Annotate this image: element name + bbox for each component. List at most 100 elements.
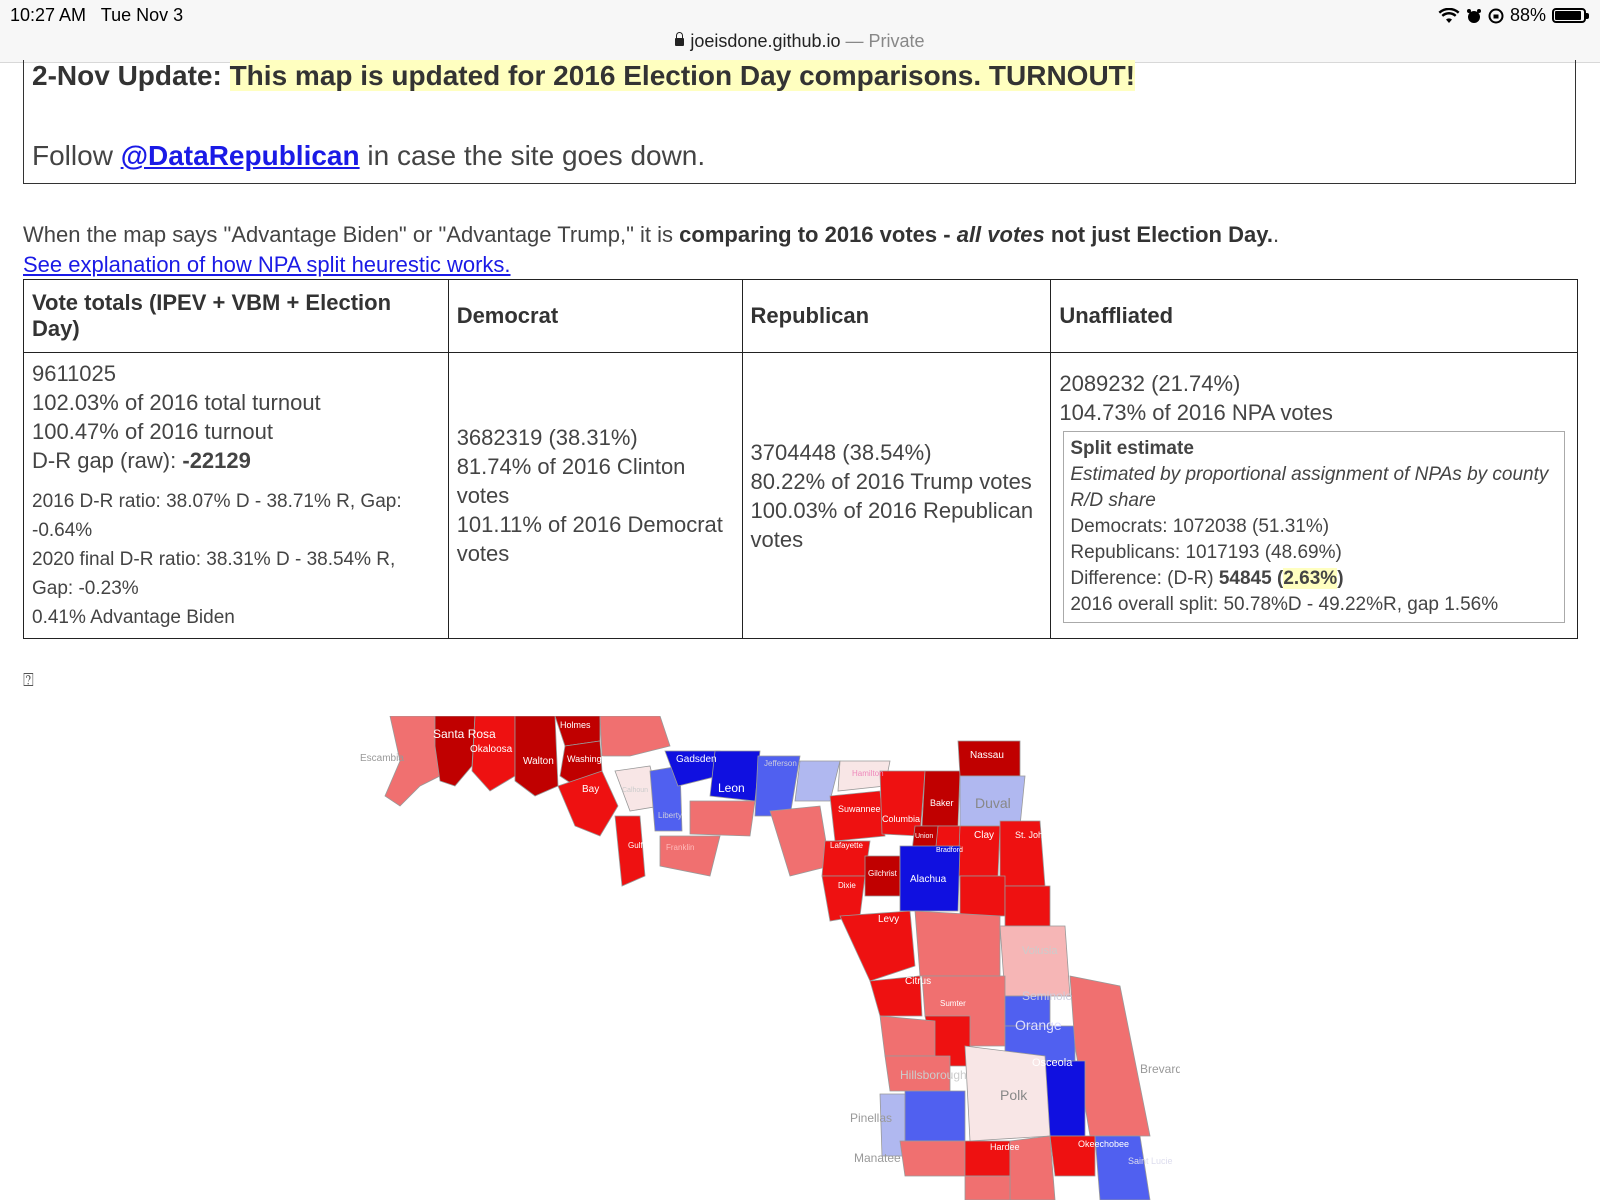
county-label: Leon — [718, 781, 745, 795]
status-time: 10:27 AM Tue Nov 3 — [10, 5, 184, 25]
rotation-lock-icon — [1488, 8, 1504, 23]
county-label: Clay — [974, 830, 994, 841]
broken-image-icon: ⍰ — [23, 670, 34, 690]
npa-explanation-link[interactable]: See explanation of how NPA split heurest… — [23, 252, 511, 277]
header-republican: Republican — [741, 279, 1052, 353]
county-taylor[interactable] — [769, 805, 831, 877]
gap-value: -22129 — [182, 448, 251, 473]
county-label: Dixie — [838, 881, 856, 890]
county-label: Santa Rosa — [433, 727, 496, 741]
address-bar[interactable]: joeisdone.github.io — Private — [0, 31, 1600, 52]
table-header-row: Vote totals (IPEV + VBM + Election Day) … — [23, 279, 1578, 353]
totals-cell: 9611025 102.03% of 2016 total turnout 10… — [23, 352, 449, 639]
wifi-icon — [1438, 7, 1460, 23]
datarepublican-link[interactable]: @DataRepublican — [120, 140, 360, 171]
vote-totals-table: Vote totals (IPEV + VBM + Election Day) … — [23, 279, 1578, 639]
county-label: Franklin — [666, 843, 694, 852]
county-label: Hardee — [990, 1142, 1020, 1152]
county-label: Pinellas — [850, 1111, 892, 1125]
url-domain: joeisdone.github.io — [690, 31, 841, 51]
county-label: Gilchrist — [868, 869, 898, 878]
county-jackson[interactable] — [599, 716, 671, 757]
county-label: Volusia — [1022, 945, 1058, 957]
county-label: Holmes — [560, 720, 591, 730]
county-manatee[interactable] — [899, 1140, 966, 1177]
county-label: Brevard — [1140, 1062, 1180, 1076]
alarm-icon — [1466, 8, 1481, 23]
county-label: Calhoun — [622, 787, 648, 794]
header-vote-totals: Vote totals (IPEV + VBM + Election Day) — [23, 279, 449, 353]
explanation-text: When the map says "Advantage Biden" or "… — [23, 222, 1280, 247]
county-label: Duval — [975, 795, 1011, 811]
county-volusia[interactable] — [999, 925, 1071, 997]
county-label: Citrus — [905, 976, 931, 987]
split-estimate-box: Split estimate Estimated by proportional… — [1063, 430, 1565, 623]
republican-cell: 3704448 (38.54%) 80.22% of 2016 Trump vo… — [741, 352, 1052, 639]
battery-icon — [1552, 8, 1589, 23]
county-label: Union — [915, 833, 933, 840]
unaffiliated-cell: 2089232 (21.74%) 104.73% of 2016 NPA vot… — [1050, 352, 1578, 639]
private-label: — Private — [845, 31, 925, 51]
update-headline: 2-Nov Update: This map is updated for 20… — [32, 60, 1136, 91]
county-label: Sumter — [940, 999, 966, 1008]
county-label: Alachua — [910, 874, 947, 885]
democrat-cell: 3682319 (38.31%) 81.74% of 2016 Clinton … — [447, 352, 743, 639]
county-hernando[interactable] — [879, 1015, 936, 1057]
county-label: Gulf — [628, 841, 643, 850]
update-notice: 2-Nov Update: This map is updated for 20… — [23, 60, 1576, 184]
county-walton[interactable] — [514, 716, 559, 797]
county-label: Jefferson — [764, 759, 797, 768]
lock-icon — [675, 32, 685, 46]
county-label: Suwannee — [838, 804, 881, 814]
county-label: Saint Lucie — [1128, 1156, 1173, 1166]
county-label: Baker — [930, 798, 954, 808]
county-okeechobee[interactable] — [1049, 1135, 1096, 1177]
county-hillsborough[interactable] — [904, 1090, 966, 1142]
battery-percent: 88% — [1509, 5, 1546, 25]
county-suwannee[interactable] — [829, 790, 886, 842]
county-label: Hillsborough — [900, 1068, 967, 1082]
county-saint-lucie[interactable] — [1094, 1135, 1151, 1200]
county-label: Escambia — [360, 753, 404, 764]
county-label: Nassau — [970, 750, 1004, 761]
county-alachua[interactable] — [899, 845, 961, 912]
county-label: Columbia — [882, 814, 920, 824]
county-label: Levy — [878, 914, 899, 925]
county-bay[interactable] — [557, 770, 619, 837]
status-icons: 88% — [1438, 5, 1589, 26]
county-label: Bradford — [936, 847, 963, 854]
county-citrus[interactable] — [869, 975, 923, 1017]
county-label: Orange — [1015, 1017, 1062, 1033]
table-row: 9611025 102.03% of 2016 total turnout 10… — [23, 352, 1578, 639]
follow-line: Follow @DataRepublican in case the site … — [32, 140, 706, 171]
county-madison[interactable] — [794, 760, 841, 802]
florida-county-map[interactable]: Escambia Santa Rosa Okaloosa Walton Holmes Wa… — [360, 716, 1180, 1200]
county-label: Manatee — [854, 1151, 901, 1165]
status-bar: 10:27 AM Tue Nov 3 88% joeisdone.github.… — [0, 0, 1600, 63]
county-franklin[interactable] — [659, 835, 721, 877]
county-marion[interactable] — [914, 910, 1001, 977]
county-label: St. Johns — [1015, 830, 1053, 840]
header-unaffiliated: Unaffliated — [1050, 279, 1578, 353]
county-label: Lafayette — [830, 841, 863, 850]
county-label: Polk — [1000, 1087, 1028, 1103]
county-putnam[interactable] — [959, 875, 1006, 917]
county-okaloosa[interactable] — [471, 716, 516, 792]
county-label: Liberty — [658, 811, 682, 820]
county-santa-rosa[interactable] — [434, 716, 476, 787]
county-levy[interactable] — [839, 910, 916, 982]
advantage-text: 0.41% Advantage Biden — [32, 607, 235, 628]
county-desoto[interactable] — [964, 1175, 1011, 1200]
header-democrat: Democrat — [447, 279, 743, 353]
county-label: Okaloosa — [470, 744, 513, 755]
county-label: Okeechobee — [1078, 1139, 1129, 1149]
county-label: Osceola — [1032, 1057, 1073, 1069]
county-label: Seminole — [1022, 989, 1072, 1003]
county-label: Gadsden — [676, 754, 717, 765]
county-liberty[interactable] — [649, 765, 683, 832]
county-label: Walton — [523, 756, 554, 767]
county-gulf[interactable] — [614, 815, 646, 887]
county-label: Hamilton — [852, 769, 884, 778]
county-flagler[interactable] — [1004, 885, 1051, 927]
county-wakulla[interactable] — [689, 800, 756, 837]
